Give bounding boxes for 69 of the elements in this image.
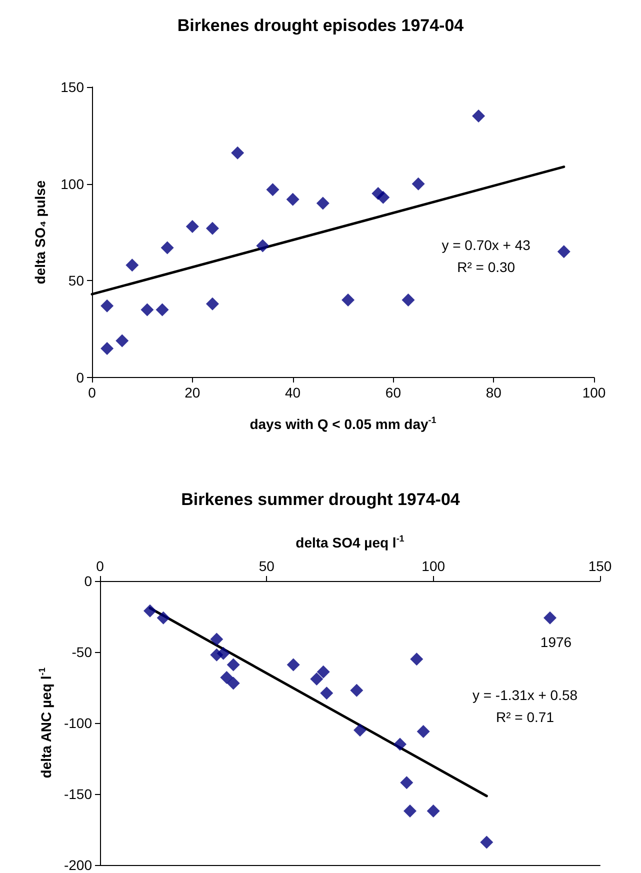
point <box>472 110 486 123</box>
y-tick-label: 150 <box>60 79 84 95</box>
point <box>394 738 406 751</box>
point <box>557 245 570 258</box>
point <box>286 192 300 206</box>
point <box>376 190 390 204</box>
point <box>342 294 355 307</box>
point <box>544 611 556 624</box>
y-tick-label: 0 <box>84 573 92 589</box>
point <box>100 299 114 312</box>
point <box>266 183 280 196</box>
point <box>354 724 366 737</box>
point <box>400 776 414 790</box>
x-tick-label: 100 <box>422 558 446 574</box>
y-axis-title: delta ANC µeq l-1 <box>37 668 54 778</box>
y-tick-label: -100 <box>64 715 92 731</box>
point <box>206 297 219 310</box>
point <box>256 239 270 252</box>
y-tick-label: -200 <box>64 857 92 873</box>
y-axis-title: delta SO₄ pulse <box>32 180 48 284</box>
point <box>160 241 174 254</box>
point <box>156 611 170 624</box>
chart-title: Birkenes summer drought 1974-04 <box>181 490 460 509</box>
annotation: R² = 0.30 <box>457 259 516 276</box>
point <box>416 725 430 738</box>
annotation: y = -1.31x + 0.58 <box>472 687 578 703</box>
point <box>220 671 234 684</box>
annotation: R² = 0.71 <box>496 709 554 725</box>
point <box>412 177 425 190</box>
point <box>350 684 364 697</box>
x-tick-label: 0 <box>96 558 104 574</box>
point <box>116 334 129 348</box>
x-tick-label: 50 <box>258 558 275 574</box>
point <box>310 672 324 686</box>
x-tick-label: 100 <box>582 384 606 400</box>
point <box>186 220 199 233</box>
x-tick-label: 80 <box>486 384 502 400</box>
point <box>404 804 416 818</box>
point <box>286 658 300 672</box>
x-tick-label: 60 <box>385 384 402 400</box>
annotation: y = 0.70x + 43 <box>442 237 531 254</box>
point <box>144 604 156 618</box>
point <box>140 303 154 316</box>
point <box>210 632 224 646</box>
y-tick-label: 100 <box>60 176 84 192</box>
point <box>216 646 230 660</box>
point <box>226 658 240 672</box>
y-tick-label: -50 <box>72 644 92 660</box>
y-tick-label: 0 <box>76 370 84 386</box>
x-tick-label: 40 <box>285 384 301 400</box>
point <box>100 342 114 355</box>
point <box>156 303 169 316</box>
point <box>316 665 330 678</box>
y-tick-label: -150 <box>64 786 92 802</box>
point <box>316 196 330 210</box>
point <box>320 686 334 700</box>
x-tick-label: 20 <box>184 384 200 400</box>
y-tick-label: 50 <box>68 272 84 289</box>
point <box>206 222 219 235</box>
point <box>126 258 139 272</box>
point <box>426 804 440 818</box>
x-tick-label: 150 <box>588 558 612 574</box>
point <box>231 146 244 160</box>
point <box>226 676 240 690</box>
point <box>402 294 415 307</box>
annotation: 1976 <box>540 634 572 650</box>
point <box>480 836 494 849</box>
point <box>410 652 424 666</box>
chart-title: Birkenes drought episodes 1974-04 <box>177 16 464 35</box>
